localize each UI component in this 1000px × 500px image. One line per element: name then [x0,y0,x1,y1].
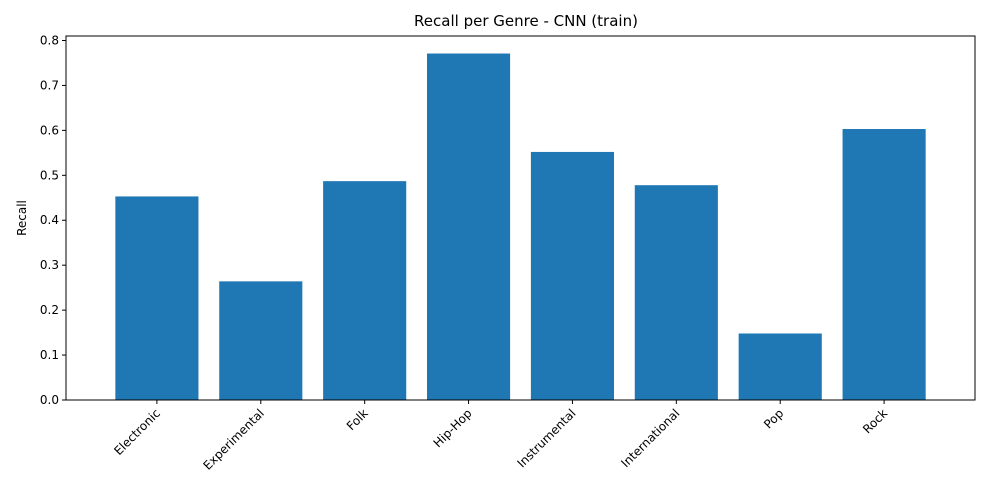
y-tick-label: 0.5 [40,168,59,182]
x-tick-label: Instrumental [514,406,578,470]
y-tick-label: 0.3 [40,258,59,272]
y-tick-label: 0.7 [40,78,59,92]
bar-rock [842,129,926,400]
y-tick-label: 0.8 [40,33,59,47]
y-axis-label: Recall [15,200,29,236]
y-tick-label: 0.2 [40,303,59,317]
bar-experimental [219,281,303,400]
x-axis-ticks: Electronic Experimental Folk Hip-Hop Instrum… [111,400,890,473]
bar-instrumental [530,151,614,400]
x-tick-label: Pop [761,406,786,431]
y-tick-label: 0.6 [40,123,59,137]
bar-folk [323,181,407,400]
y-axis-ticks: 0.0 0.1 0.2 0.3 0.4 0.5 0.6 0.7 0.8 [40,33,66,407]
bar-international [634,185,718,400]
plot-frame [65,35,976,401]
y-tick-label: 0.1 [40,348,59,362]
y-tick-label: 0.0 [40,393,59,407]
bar-pop [738,333,822,400]
y-tick-label: 0.4 [40,213,59,227]
chart-title: Recall per Genre - CNN (train) [414,12,638,30]
x-tick-label: Folk [344,406,371,433]
bar-electronic [115,196,199,400]
x-tick-label: Hip-Hop [431,406,475,450]
x-tick-label: Experimental [200,406,266,472]
bar-hip-hop [427,53,511,400]
x-tick-label: Electronic [111,406,163,458]
bars-group [115,53,926,400]
x-tick-label: Rock [860,406,890,436]
x-tick-label: International [618,406,682,470]
